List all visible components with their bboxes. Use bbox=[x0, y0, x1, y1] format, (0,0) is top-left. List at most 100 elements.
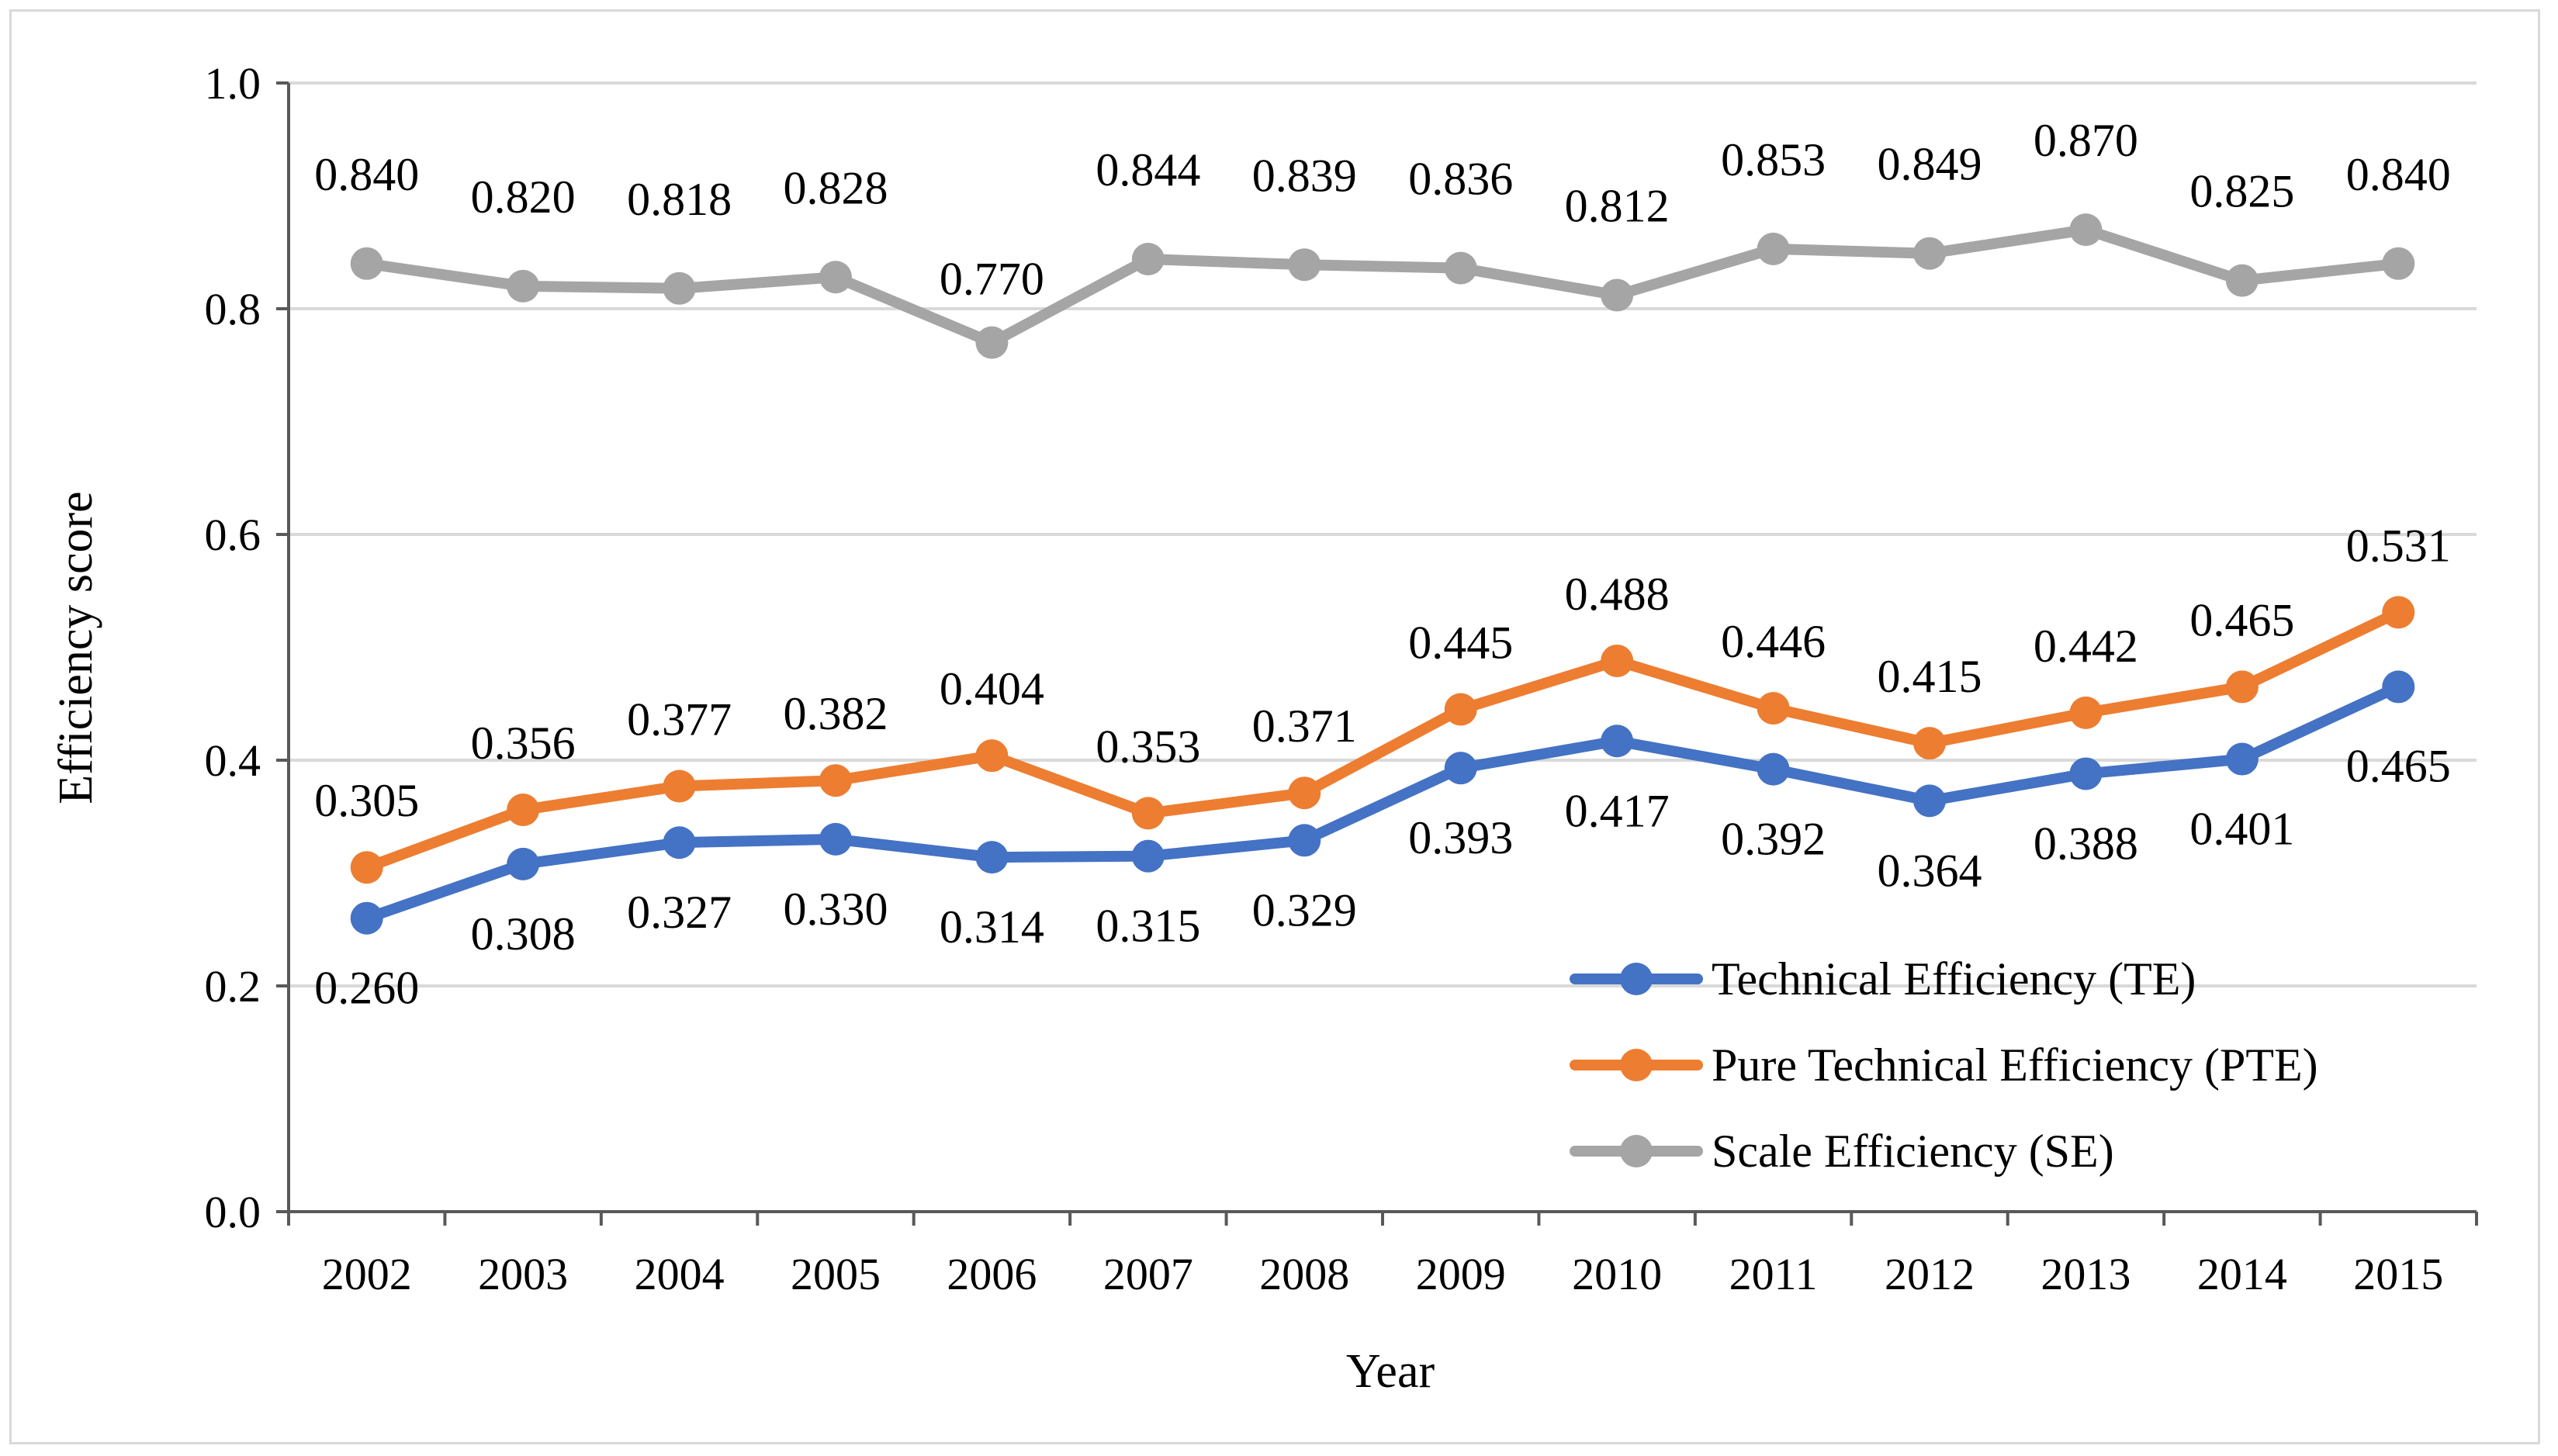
data-point bbox=[1913, 237, 1946, 270]
data-point bbox=[350, 901, 383, 935]
data-label: 0.840 bbox=[314, 149, 419, 200]
data-point bbox=[1288, 776, 1321, 810]
x-tick-label: 2004 bbox=[635, 1249, 725, 1299]
legend-marker bbox=[1620, 1135, 1653, 1167]
x-tick-label: 2013 bbox=[2041, 1249, 2131, 1299]
data-label: 0.393 bbox=[1408, 812, 1513, 863]
y-tick-label: 0.6 bbox=[205, 510, 261, 560]
data-point bbox=[663, 826, 696, 859]
x-tick-label: 2007 bbox=[1103, 1249, 1193, 1299]
data-point bbox=[1131, 797, 1165, 830]
data-label: 0.870 bbox=[2034, 115, 2138, 166]
data-label: 0.401 bbox=[2189, 804, 2294, 855]
data-label: 0.388 bbox=[2034, 818, 2138, 869]
data-label: 0.327 bbox=[627, 887, 732, 938]
data-point bbox=[1601, 644, 1634, 677]
data-point bbox=[2382, 596, 2415, 629]
data-label: 0.445 bbox=[1408, 617, 1513, 669]
data-label: 0.844 bbox=[1096, 144, 1200, 195]
data-point bbox=[2225, 264, 2259, 297]
data-label: 0.770 bbox=[940, 254, 1044, 305]
data-label: 0.371 bbox=[1252, 700, 1357, 752]
x-tick-label: 2012 bbox=[1885, 1249, 1975, 1299]
data-point bbox=[2069, 696, 2103, 729]
x-tick-label: 2008 bbox=[1259, 1249, 1349, 1299]
x-tick-label: 2011 bbox=[1729, 1249, 1818, 1299]
data-label: 0.260 bbox=[314, 963, 419, 1014]
data-labels: 0.840 0.820 0.818 0.828 0.770 0.844 0.839 0.836… bbox=[314, 115, 2451, 1014]
data-label: 0.404 bbox=[940, 663, 1044, 714]
data-point bbox=[507, 847, 540, 880]
data-label: 0.353 bbox=[1096, 721, 1200, 772]
data-point bbox=[507, 794, 540, 827]
y-tick-label: 0.4 bbox=[205, 735, 261, 786]
data-point bbox=[975, 326, 1009, 359]
data-label: 0.382 bbox=[784, 688, 888, 739]
data-point bbox=[1913, 784, 1946, 818]
data-label: 0.305 bbox=[314, 775, 419, 826]
data-point bbox=[1601, 725, 1634, 758]
chart-frame bbox=[9, 9, 2540, 1444]
y-tick-label: 1.0 bbox=[205, 58, 261, 109]
data-point bbox=[975, 739, 1009, 773]
data-label: 0.465 bbox=[2346, 740, 2451, 791]
data-label: 0.820 bbox=[471, 171, 576, 223]
data-point bbox=[507, 269, 540, 303]
data-point bbox=[1757, 692, 1790, 725]
x-tick-label: 2005 bbox=[791, 1249, 881, 1299]
data-label: 0.329 bbox=[1252, 884, 1357, 936]
data-point bbox=[1288, 248, 1321, 282]
data-point bbox=[1131, 839, 1165, 873]
data-point bbox=[1288, 824, 1321, 857]
data-point bbox=[1444, 752, 1477, 785]
data-label: 0.849 bbox=[1878, 139, 1982, 190]
data-point bbox=[2382, 247, 2415, 280]
data-label: 0.465 bbox=[2189, 594, 2294, 645]
data-label: 0.415 bbox=[1878, 651, 1982, 702]
legend-label: Technical Efficiency (TE) bbox=[1712, 953, 2196, 1005]
series-line-1 bbox=[361, 607, 2404, 873]
series bbox=[350, 213, 2415, 935]
data-label: 0.825 bbox=[2189, 166, 2294, 217]
y-axis-title: Efficiency score bbox=[50, 491, 102, 804]
data-point bbox=[2225, 670, 2259, 704]
data-label: 0.308 bbox=[471, 908, 576, 960]
data-point bbox=[975, 841, 1009, 874]
y-tick-label: 0.0 bbox=[205, 1187, 261, 1237]
data-label: 0.314 bbox=[940, 901, 1044, 953]
data-label: 0.828 bbox=[784, 162, 888, 213]
data-point bbox=[819, 764, 852, 797]
data-label: 0.812 bbox=[1565, 181, 1670, 232]
data-point bbox=[1601, 278, 1634, 312]
data-label: 0.488 bbox=[1565, 569, 1670, 620]
data-label: 0.356 bbox=[471, 718, 576, 769]
data-point bbox=[350, 851, 383, 884]
gridlines bbox=[289, 81, 2477, 987]
legend-label: Pure Technical Efficiency (PTE) bbox=[1712, 1039, 2318, 1091]
data-label: 0.839 bbox=[1252, 150, 1357, 201]
data-point bbox=[1444, 693, 1477, 726]
data-point bbox=[663, 271, 696, 305]
series-line-0 bbox=[361, 681, 2404, 924]
data-point bbox=[1913, 727, 1946, 760]
data-point bbox=[1444, 251, 1477, 285]
data-point bbox=[2382, 670, 2415, 704]
data-label: 0.315 bbox=[1096, 901, 1200, 952]
data-label: 0.377 bbox=[627, 693, 732, 745]
y-tick-label: 0.2 bbox=[205, 961, 261, 1012]
data-point bbox=[350, 247, 383, 280]
data-label: 0.392 bbox=[1721, 814, 1826, 865]
data-point bbox=[2069, 757, 2103, 790]
data-label: 0.853 bbox=[1721, 134, 1826, 185]
data-point bbox=[2225, 742, 2259, 776]
data-label: 0.442 bbox=[2034, 621, 2138, 672]
x-tick-label: 2010 bbox=[1572, 1249, 1662, 1299]
data-point bbox=[1131, 242, 1165, 275]
data-label: 0.364 bbox=[1878, 845, 1982, 896]
data-point bbox=[2069, 213, 2103, 247]
data-label: 0.446 bbox=[1721, 616, 1826, 667]
data-point bbox=[819, 261, 852, 294]
data-label: 0.836 bbox=[1408, 154, 1513, 205]
x-axis-title: Year bbox=[1346, 1345, 1435, 1398]
